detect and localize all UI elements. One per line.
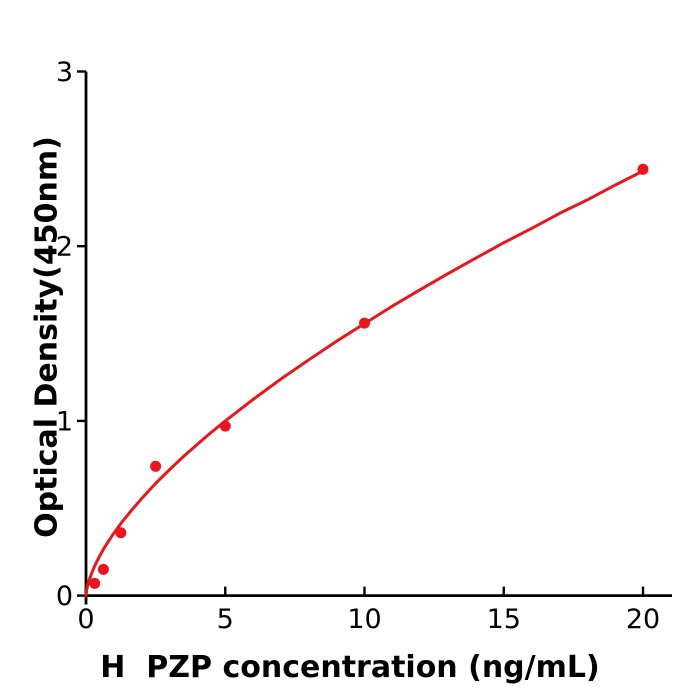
- x-tick-label: 0: [77, 604, 94, 635]
- y-tick-label: 1: [56, 406, 73, 437]
- data-point: [219, 420, 231, 432]
- data-point: [89, 577, 101, 589]
- axis-tick-labels: 0 5 10 15 20 0 1 2 3: [56, 57, 660, 635]
- fit-curve-line: [84, 169, 645, 598]
- data-point: [150, 460, 162, 472]
- x-tick-label: 5: [217, 604, 234, 635]
- x-tick-label: 10: [347, 604, 381, 635]
- x-tick-label: 20: [626, 604, 660, 635]
- y-axis-title: Optical Density(450nm): [29, 136, 65, 538]
- y-tick-label: 2: [56, 232, 73, 263]
- data-point: [637, 163, 649, 175]
- data-point: [97, 563, 109, 575]
- y-tick-label: 0: [56, 581, 73, 612]
- fit-curve: [84, 169, 645, 598]
- axes: [84, 71, 672, 605]
- data-point: [115, 527, 127, 539]
- x-tick-label: 15: [487, 604, 521, 635]
- data-point: [359, 317, 370, 329]
- axis-ticks: [77, 70, 645, 597]
- data-points: [89, 163, 649, 589]
- y-tick-label: 3: [56, 57, 73, 88]
- x-axis-title: H PZP concentration (ng/mL): [100, 650, 600, 685]
